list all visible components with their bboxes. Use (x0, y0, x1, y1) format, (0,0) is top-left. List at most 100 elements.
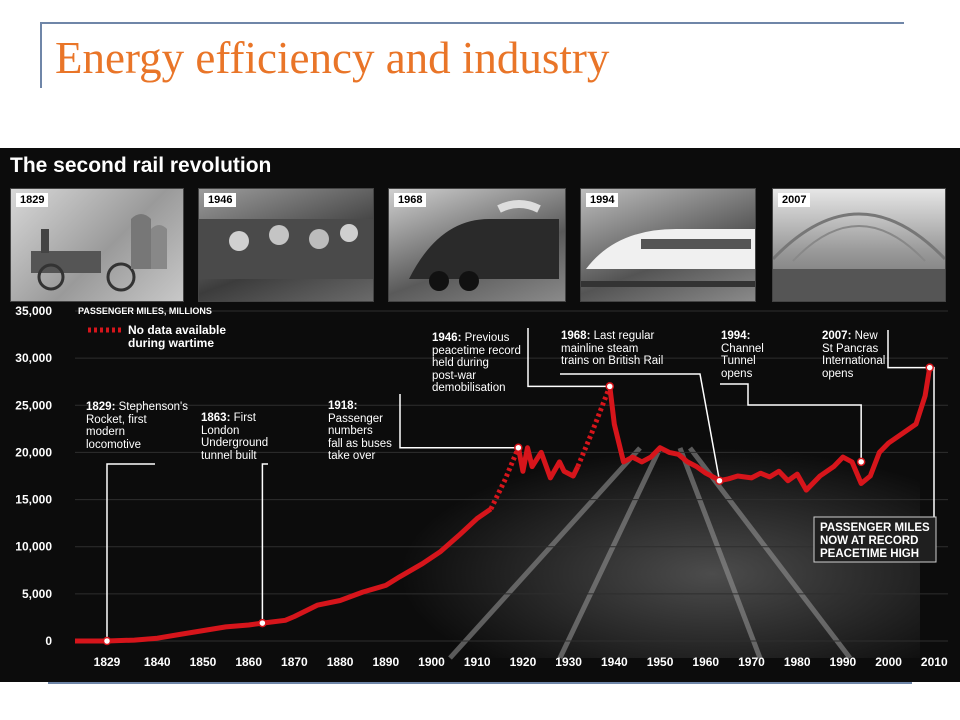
photo-1829: 1829 (10, 188, 184, 302)
photo-label-2007: 2007 (778, 193, 811, 207)
annotation-1994-year: 1994: (721, 330, 751, 342)
annotation-2007-line2: St Pancras (822, 342, 879, 355)
x-tick-label-1870: 1870 (281, 655, 308, 669)
x-tick-label-1940: 1940 (601, 655, 628, 669)
annotation-2007-year: 2007: (822, 330, 852, 342)
record-high-callout-line1: PASSENGER MILES (820, 522, 930, 534)
event-markers (102, 363, 934, 646)
x-tick-label-1950: 1950 (647, 655, 674, 669)
annotation-1968-year: 1968: (561, 330, 591, 342)
annotation-1918-year: 1918: (328, 400, 358, 412)
leader-1863 (261, 463, 268, 624)
event-marker-2009 (925, 363, 934, 372)
x-tick-label-1920: 1920 (510, 655, 537, 669)
annotation-2007-line1: New (851, 330, 878, 342)
annotation-1863-year: 1863: (201, 412, 231, 424)
x-tick-label-1860: 1860 (235, 655, 262, 669)
x-tick-label-2000: 2000 (875, 655, 902, 669)
annotation-1918-line5: take over (328, 450, 376, 462)
legend-label-line1: No data available (128, 323, 226, 337)
annotation-1918: 1918: Passenger numbers fall as buses ta… (328, 400, 392, 463)
annotation-1918-line2: Passenger (328, 412, 383, 425)
x-tick-label-1910: 1910 (464, 655, 491, 669)
annotation-1946-year: 1946: (432, 332, 462, 344)
photo-label-1994: 1994 (586, 193, 619, 207)
annotation-1863-line2: London (201, 424, 240, 437)
x-tick-label-2010: 2010 (921, 655, 948, 669)
y-axis-ticks: 0 5,000 10,000 15,000 20,000 25,000 30,000 35,0… (15, 304, 52, 648)
series-segment-4-solid (607, 367, 933, 493)
leader-1968 (560, 373, 721, 481)
y-tick-label-0: 0 (45, 634, 52, 648)
y-tick-label-15000: 15,000 (15, 493, 52, 507)
event-marker-1994 (856, 457, 866, 467)
steam-locomotive-engraving-icon (31, 214, 167, 292)
y-tick-label-10000: 10,000 (15, 540, 52, 554)
photo-1994: 1994 (580, 188, 756, 302)
x-tick-label-1890: 1890 (372, 655, 399, 669)
x-tick-label-1930: 1930 (555, 655, 582, 669)
x-tick-label-1880: 1880 (327, 655, 354, 669)
annotation-1829-line2: Rocket, first (86, 413, 147, 426)
annotation-1829-line4: locomotive (86, 438, 141, 451)
leader-1829 (106, 463, 155, 641)
event-marker-1939 (605, 382, 615, 391)
annotation-1863-line1: First (230, 412, 256, 424)
annotation-1918-line3: numbers (328, 425, 373, 437)
x-tick-label-1980: 1980 (784, 655, 811, 669)
eurostar-train-photo-icon (581, 229, 755, 287)
x-tick-label-1960: 1960 (692, 655, 719, 669)
slide-title: Energy efficiency and industry (55, 33, 610, 83)
annotation-1968-line3: trains on British Rail (561, 355, 664, 367)
annotation-1863: 1863: First London Underground tunnel bu… (201, 412, 268, 462)
leader-1946 (527, 328, 610, 388)
leader-2007 (887, 330, 930, 369)
photo-label-1829: 1829 (16, 193, 49, 207)
annotation-1829-year: 1829: (86, 401, 116, 413)
annotation-1946-line1: Previous (461, 332, 510, 344)
x-tick-label-1970: 1970 (738, 655, 765, 669)
y-axis-label: PASSENGER MILES, MILLIONS (78, 306, 212, 316)
photo-2007: 2007 (772, 188, 946, 302)
annotation-1968-line1: Last regular (590, 330, 655, 342)
annotation-1863-line4: tunnel built (201, 449, 257, 462)
annotation-1994: 1994: Channel Tunnel opens (721, 330, 764, 380)
annotation-2007: 2007: New St Pancras International opens (822, 330, 885, 380)
x-tick-label-1900: 1900 (418, 655, 445, 669)
annotation-1946-line2: peacetime record (432, 344, 521, 357)
annotation-2007-line3: International (822, 355, 886, 367)
x-tick-label-1850: 1850 (190, 655, 217, 669)
y-tick-label-5000: 5,000 (22, 587, 52, 601)
y-tick-label-20000: 20,000 (15, 445, 52, 459)
legend-label-line2: during wartime (128, 336, 214, 350)
series-segment-1-dotted (488, 446, 521, 511)
st-pancras-station-photo-icon (773, 212, 945, 301)
y-tick-label-25000: 25,000 (15, 398, 52, 412)
photo-label-1946: 1946 (204, 193, 237, 207)
footer-rule (48, 682, 912, 684)
record-high-callout-line2: NOW AT RECORD (820, 535, 918, 547)
y-tick-label-30000: 30,000 (15, 351, 52, 365)
annotation-1829-line3: modern (86, 426, 125, 438)
leader-1918 (399, 394, 519, 449)
x-tick-label-1990: 1990 (830, 655, 857, 669)
annotation-1829: 1829: Stephenson's Rocket, first modern … (86, 401, 188, 451)
record-high-callout-box (813, 516, 937, 563)
x-tick-label-1829: 1829 (94, 655, 121, 669)
annotation-1994-line4: opens (721, 367, 753, 380)
annotation-1994-line2: Channel (721, 342, 764, 355)
series-segment-2-solid (515, 445, 581, 481)
title-rule-left (40, 22, 42, 88)
soldiers-in-train-photo-icon (199, 219, 373, 279)
leader-record-high (929, 366, 935, 517)
annotation-1946: 1946: Previous peacetime record held dur… (432, 332, 521, 395)
annotation-1968-line2: mainline steam (561, 342, 639, 355)
annotation-1863-line3: Underground (201, 437, 269, 449)
event-marker-1829 (102, 636, 112, 646)
annotation-1994-line3: Tunnel (721, 355, 756, 367)
y-tick-label-35000: 35,000 (15, 304, 52, 318)
annotation-1968: 1968: Last regular mainline steam trains… (561, 330, 663, 368)
annotation-leader-lines (106, 328, 935, 641)
infographic-panel: The second rail revolution 1829 1946 (0, 148, 960, 682)
passenger-miles-series (75, 367, 933, 644)
